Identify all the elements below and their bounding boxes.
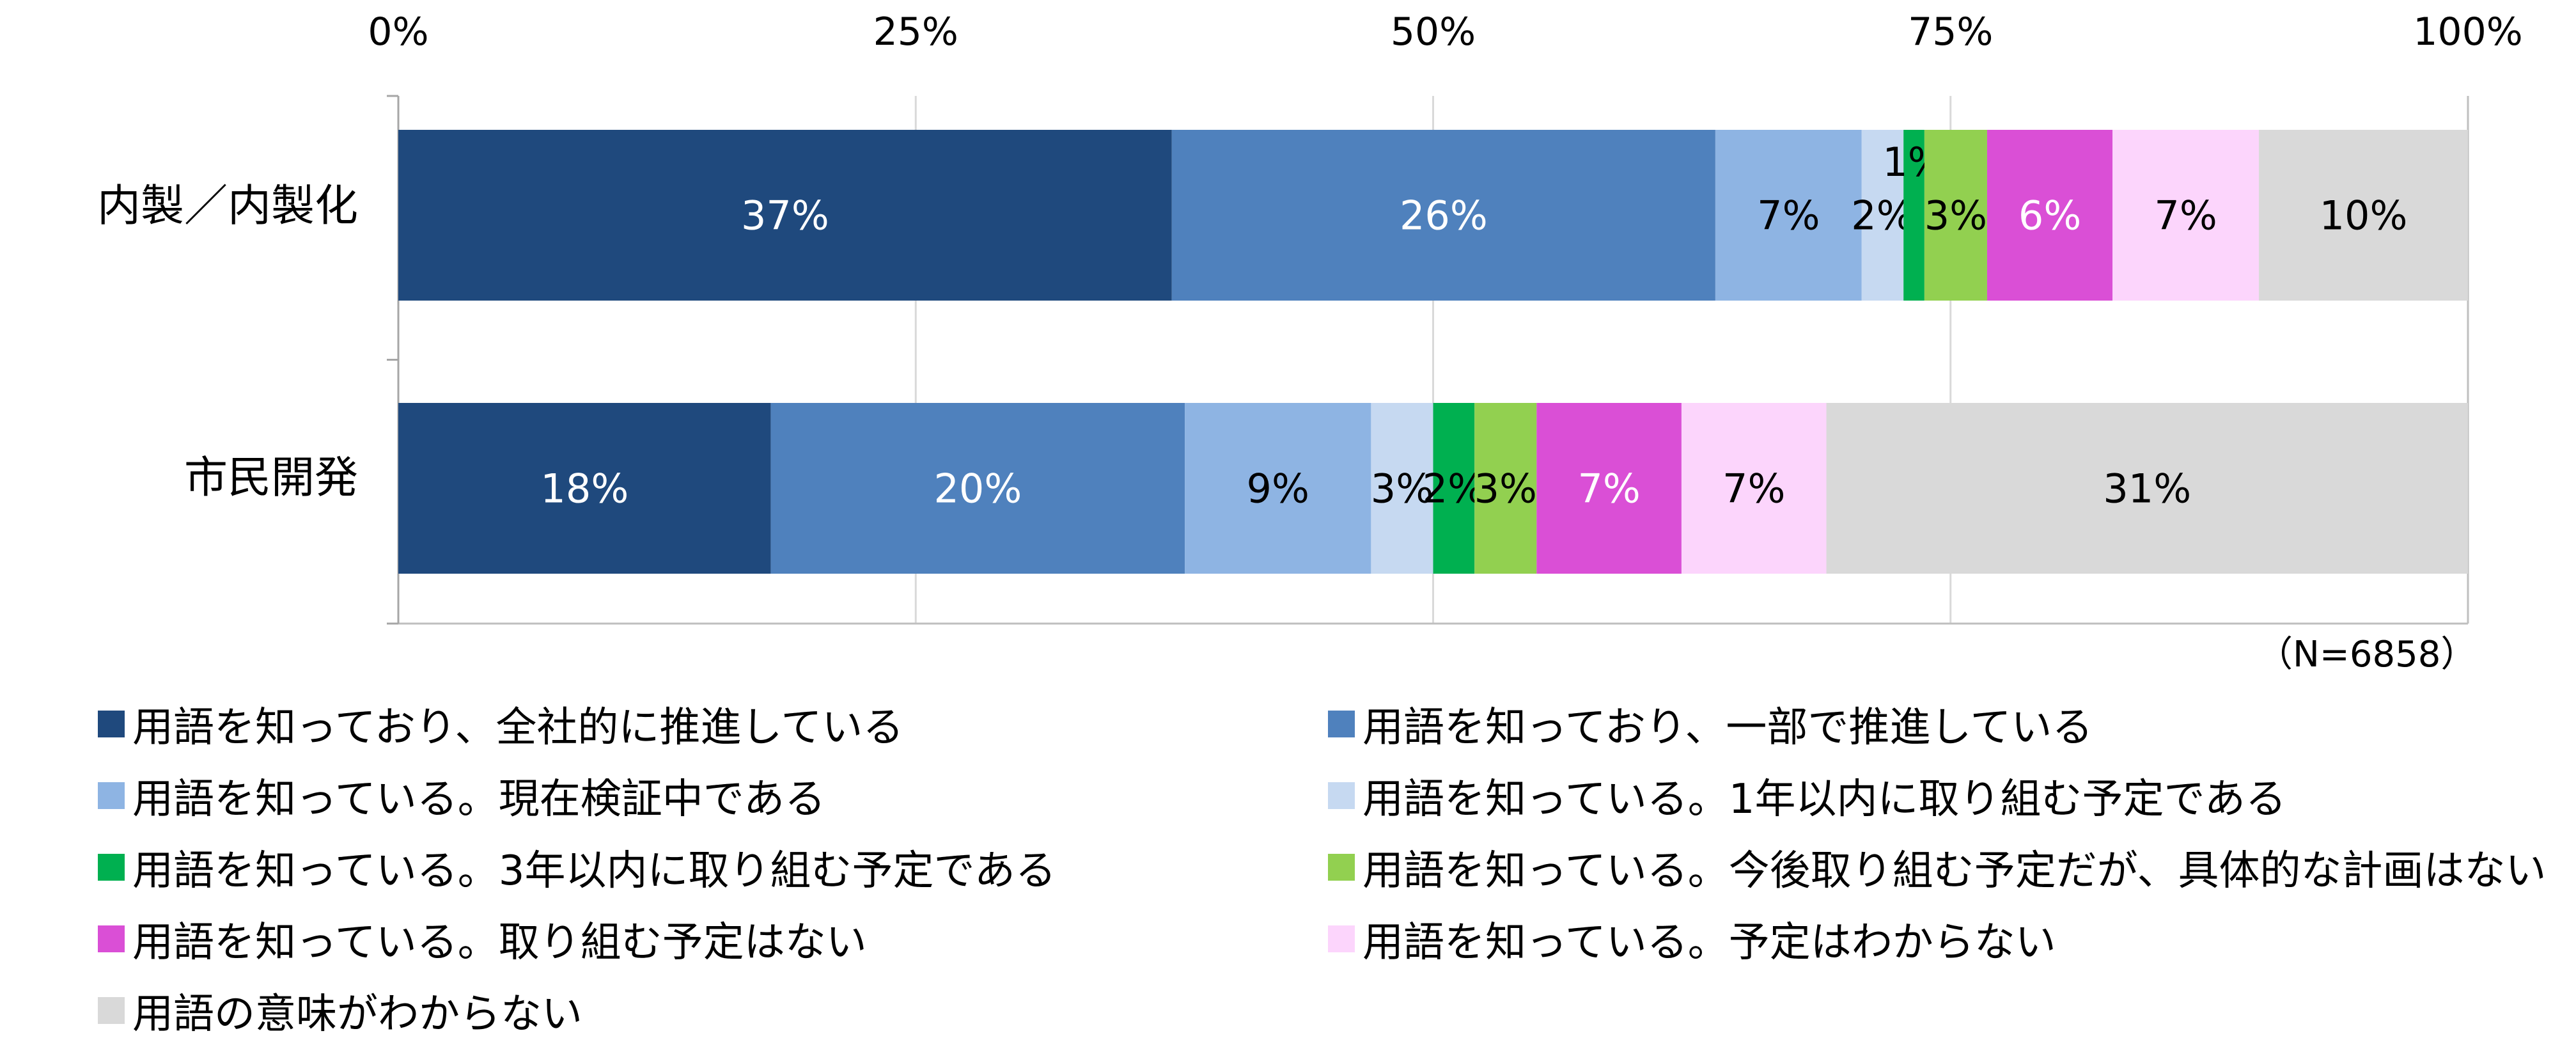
legend-label: 用語を知っており、全社的に推進している	[132, 704, 904, 751]
data-label: 7%	[1577, 466, 1640, 512]
legend-swatch	[98, 711, 125, 737]
legend-swatch	[98, 997, 125, 1024]
x-tick-label: 25%	[873, 10, 958, 54]
legend-item: 用語を知っており、一部で推進している	[1328, 698, 2093, 751]
bar-segment	[1715, 130, 1862, 301]
data-label: 7%	[1757, 193, 1820, 239]
bar-segment	[1987, 130, 2113, 301]
bar-segment	[1826, 403, 2468, 574]
legend-label: 用語を知っている。取り組む予定はない	[132, 919, 867, 966]
data-label: 9%	[1247, 466, 1309, 512]
bar-segment	[1433, 403, 1475, 574]
bar-segment	[1924, 130, 1987, 301]
bar-segment	[770, 403, 1185, 574]
sample-size-note: （N=6858）	[2257, 634, 2477, 675]
legend-swatch	[1328, 782, 1355, 809]
legend-item: 用語の意味がわからない	[98, 985, 582, 1038]
legend-item: 用語を知っている。3年以内に取り組む予定である	[98, 842, 1056, 895]
legend-swatch	[1328, 925, 1355, 952]
x-tick-label: 100%	[2413, 10, 2523, 54]
legend-swatch	[98, 782, 125, 809]
data-label: 3%	[1371, 466, 1433, 512]
bar-segment	[1185, 403, 1371, 574]
legend-swatch	[1328, 711, 1355, 737]
data-label: 37%	[741, 193, 829, 239]
legend-label: 用語の意味がわからない	[132, 991, 582, 1038]
legend-swatch	[1328, 854, 1355, 881]
bar-segment	[1536, 403, 1682, 574]
legend-item: 用語を知っている。取り組む予定はない	[98, 913, 867, 966]
x-tick-label: 50%	[1391, 10, 1476, 54]
bar-segment	[398, 403, 771, 574]
legend-item: 用語を知っている。1年以内に取り組む予定である	[1328, 770, 2286, 823]
data-label: 3%	[1474, 466, 1537, 512]
legend-item: 用語を知っている。予定はわからない	[1328, 913, 2056, 966]
legend-item: 用語を知っている。現在検証中である	[98, 770, 825, 823]
bar-segment	[2112, 130, 2260, 301]
bar-segment	[1681, 403, 1827, 574]
legend-label: 用語を知っている。現在検証中である	[132, 776, 826, 823]
legend-label: 用語を知っており、一部で推進している	[1362, 704, 2093, 751]
legend-label: 用語を知っている。予定はわからない	[1362, 919, 2056, 966]
x-tick-label: 0%	[368, 10, 428, 54]
bar-segment	[398, 130, 1172, 301]
data-label: 7%	[2154, 193, 2217, 239]
x-tick-label: 75%	[1908, 10, 1993, 54]
legend-swatch	[98, 854, 125, 881]
category-label: 内製／内製化	[97, 181, 358, 232]
legend-item: 用語を知っており、全社的に推進している	[98, 698, 904, 751]
data-label: 18%	[540, 466, 628, 512]
legend-label: 用語を知っている。3年以内に取り組む予定である	[132, 847, 1056, 895]
data-label: 26%	[1400, 193, 1488, 239]
bar-segment	[1903, 130, 1924, 301]
bar-segment	[1474, 403, 1537, 574]
data-label: 3%	[1924, 193, 1987, 239]
bar-segment	[1861, 130, 1904, 301]
data-label: 20%	[933, 466, 1022, 512]
bar-segment	[2259, 130, 2468, 301]
legend-label: 用語を知っている。1年以内に取り組む予定である	[1362, 776, 2286, 823]
data-label: 6%	[2018, 193, 2081, 239]
data-label: 7%	[1722, 466, 1785, 512]
data-label: 31%	[2103, 466, 2191, 512]
category-label: 市民開発	[184, 453, 358, 503]
legend-item: 用語を知っている。今後取り組む予定だが、具体的な計画はない	[1328, 842, 2547, 895]
bar-segment	[1371, 403, 1433, 574]
bar-segment	[1171, 130, 1715, 301]
legend-label: 用語を知っている。今後取り組む予定だが、具体的な計画はない	[1362, 847, 2547, 895]
legend-swatch	[98, 925, 125, 952]
data-label: 10%	[2320, 193, 2408, 239]
